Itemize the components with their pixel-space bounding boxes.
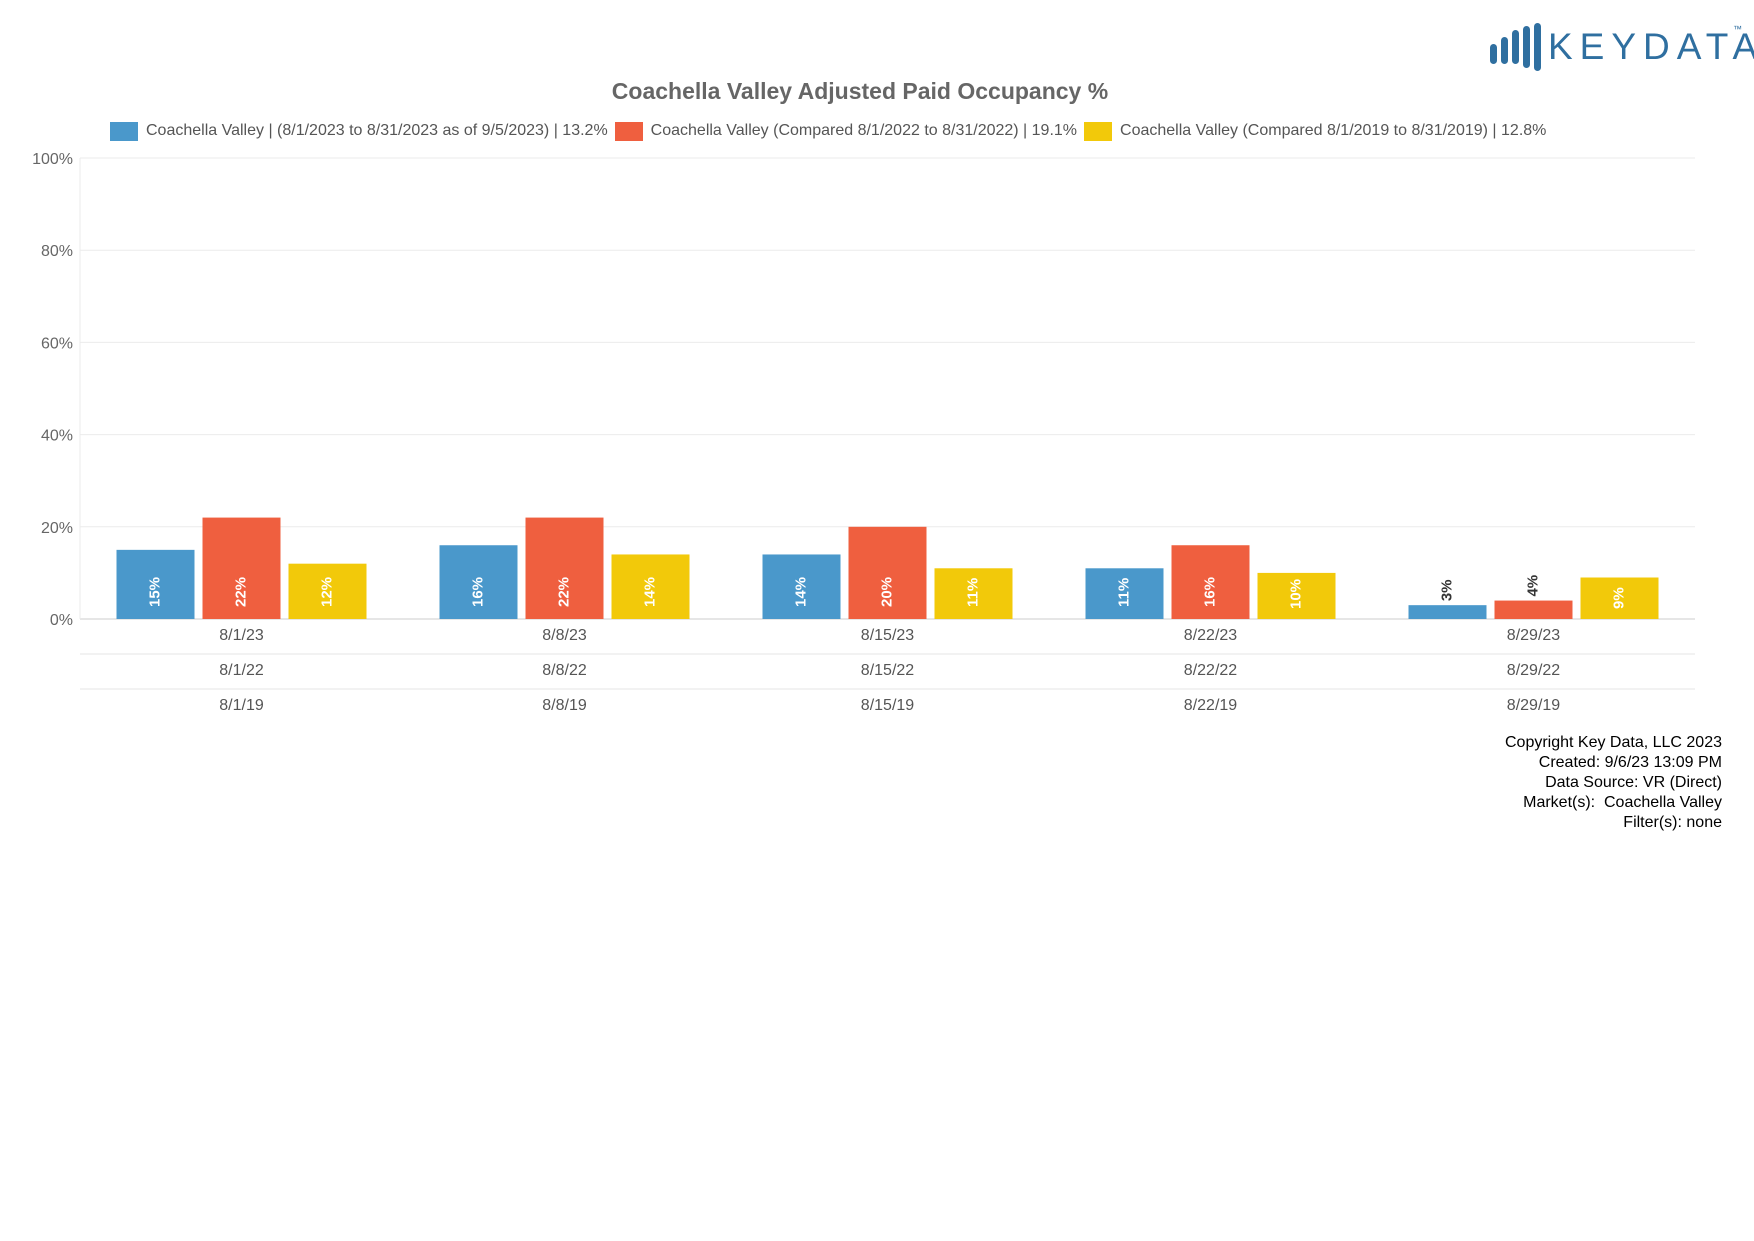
y-tick-label: 20% [41, 520, 73, 537]
legend-label-2019: Coachella Valley (Compared 8/1/2019 to 8… [1120, 122, 1547, 139]
bar [1580, 577, 1659, 619]
bar-data-label: 22% [232, 577, 249, 607]
footer-markets: Market(s): Coachella Valley [1523, 794, 1722, 811]
logo-wordmark: KEYDATA [1548, 26, 1754, 67]
y-tick-label: 40% [41, 428, 73, 445]
bar [202, 517, 281, 619]
bar-data-label: 16% [469, 577, 486, 607]
bar-data-label: 22% [555, 577, 572, 607]
legend-item-2019[interactable]: Coachella Valley (Compared 8/1/2019 to 8… [1084, 121, 1547, 141]
legend-swatch-2022 [614, 121, 643, 141]
chart-title: Coachella Valley Adjusted Paid Occupancy… [611, 78, 1109, 104]
x-tick-label: 8/1/23 [219, 627, 264, 644]
bar-data-label: 11% [1115, 578, 1132, 607]
x-tick-label: 8/15/19 [861, 697, 914, 714]
chart-legend: Coachella Valley | (8/1/2023 to 8/31/202… [110, 119, 1553, 143]
x-tick-label: 8/8/19 [542, 697, 587, 714]
bar-data-label: 11% [964, 578, 981, 607]
x-tick-label: 8/22/19 [1184, 697, 1237, 714]
x-tick-label: 8/8/23 [542, 627, 587, 644]
x-tick-label: 8/29/23 [1507, 627, 1560, 644]
bar [288, 563, 367, 619]
footer-filters: Filter(s): none [1623, 814, 1722, 831]
y-tick-label: 60% [41, 335, 73, 352]
y-tick-label: 0% [50, 612, 73, 629]
bar [1257, 572, 1336, 619]
legend-item-2023[interactable]: Coachella Valley | (8/1/2023 to 8/31/202… [110, 121, 608, 141]
bar-data-label: 14% [792, 577, 809, 607]
x-tick-label: 8/1/22 [219, 662, 264, 679]
bar-data-label: 12% [318, 577, 335, 607]
footer-copyright: Copyright Key Data, LLC 2023 [1504, 734, 1722, 751]
x-tick-label: 8/8/22 [542, 662, 587, 679]
keydata-bars-icon [1490, 23, 1541, 71]
legend-label-2023: Coachella Valley | (8/1/2023 to 8/31/202… [146, 122, 608, 139]
legend-swatch-2019 [1084, 121, 1113, 141]
legend-item-2022[interactable]: Coachella Valley (Compared 8/1/2022 to 8… [614, 121, 1078, 141]
x-tick-label: 8/29/22 [1507, 662, 1560, 679]
legend-label-2022: Coachella Valley (Compared 8/1/2022 to 8… [650, 122, 1078, 139]
bar [525, 517, 604, 619]
footer-created: Created: 9/6/23 13:09 PM [1538, 754, 1722, 771]
x-tick-label: 8/15/22 [861, 662, 914, 679]
bar-data-label: 20% [878, 577, 895, 607]
bar [611, 554, 690, 619]
y-tick-label: 80% [41, 243, 73, 260]
bar [848, 526, 927, 619]
bar [116, 549, 195, 619]
x-tick-label: 8/29/19 [1507, 697, 1560, 714]
keydata-logo: KEYDATA ™ [1488, 22, 1754, 74]
bar-data-label: 16% [1201, 577, 1218, 607]
bar-data-label: 3% [1438, 579, 1455, 601]
legend-swatch-2023 [110, 121, 138, 141]
bar [1171, 545, 1250, 619]
bar [439, 545, 518, 619]
bar [934, 568, 1013, 619]
bar-data-label: 10% [1287, 579, 1304, 609]
bar [762, 554, 841, 619]
bar-data-label: 4% [1524, 575, 1541, 597]
y-tick-label: 100% [32, 151, 73, 168]
bar-data-label: 9% [1610, 587, 1627, 609]
x-tick-label: 8/15/23 [861, 627, 914, 644]
x-tick-label: 8/22/22 [1184, 662, 1237, 679]
logo-trademark: ™ [1733, 24, 1742, 34]
bar-data-label: 15% [146, 577, 163, 607]
bar-data-label: 14% [641, 577, 658, 607]
x-tick-label: 8/1/19 [219, 697, 264, 714]
chart-footer: Copyright Key Data, LLC 2023 Created: 9/… [1505, 733, 1722, 833]
x-tick-label: 8/22/23 [1184, 627, 1237, 644]
bar [1085, 568, 1164, 619]
chart-plot: 0% 20% 40% 60% 80% 100% 15% 16% 14% 11% 3% 22% 22% 20… [32, 151, 1695, 714]
bar [1408, 605, 1487, 619]
bar [1494, 600, 1573, 619]
footer-data-source: Data Source: VR (Direct) [1545, 774, 1722, 791]
